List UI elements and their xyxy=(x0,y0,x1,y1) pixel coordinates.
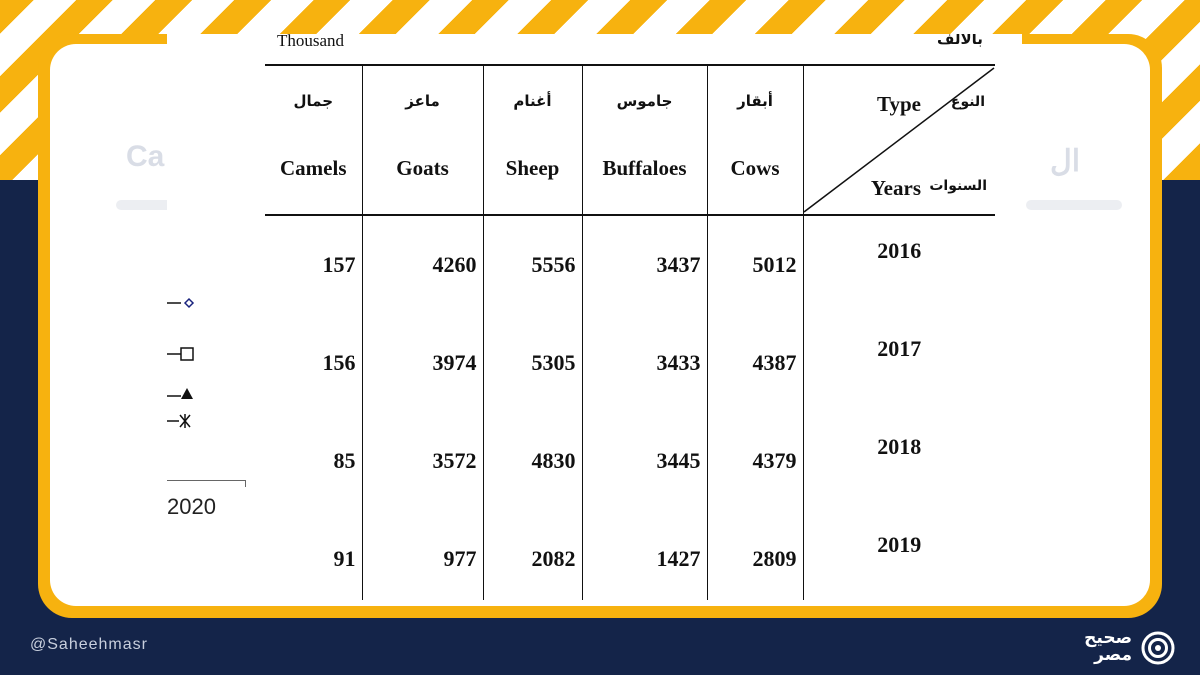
cell-camels: 85 xyxy=(333,448,356,473)
cell-sheep: 5556 xyxy=(482,215,582,314)
chart-axis-line xyxy=(167,480,245,481)
cell-sheep: 4830 xyxy=(482,412,582,510)
column-header-buffaloes: جاموس Buffaloes xyxy=(581,64,707,216)
column-header-ar: جمال xyxy=(293,92,333,110)
column-header-en: Goats xyxy=(396,156,449,180)
column-header-ar: جاموس xyxy=(616,92,673,110)
chart-axis-year-label: 2020 xyxy=(167,494,216,519)
cell-year: 2016 xyxy=(802,215,995,314)
column-header-en: Sheep xyxy=(505,156,560,180)
column-header-camels: جمال Camels xyxy=(265,64,362,216)
column-header-cows: أبقار Cows xyxy=(706,64,803,216)
chart-axis-tick xyxy=(245,480,246,487)
cell-sheep: 2082 xyxy=(482,510,582,600)
cell-camels: 156 xyxy=(322,350,356,375)
background-ghost-line xyxy=(116,200,212,210)
cell-year: 2018 xyxy=(802,412,995,510)
cell-sheep: 5305 xyxy=(482,314,582,412)
column-header-ar: أبقار xyxy=(737,92,773,110)
column-header-en: Cows xyxy=(730,156,780,180)
table-row: 156 3974 5305 3433 4387 2017 xyxy=(265,314,995,412)
column-header-sheep: أغنام Sheep xyxy=(482,64,582,216)
cell-year: 2017 xyxy=(802,314,995,412)
column-header-ar: أغنام xyxy=(513,92,552,110)
table-header-row: جمال Camels ماعز Goats أغنام Sheep جاموس… xyxy=(265,64,995,216)
corner-type-ar: النوع xyxy=(950,94,985,110)
background-ghost-text-left: Ca xyxy=(126,140,165,173)
cell-camels: 91 xyxy=(333,546,356,571)
cell-camels: 157 xyxy=(322,252,356,277)
corner-years-ar: السنوات xyxy=(929,178,987,194)
cell-goats: 3974 xyxy=(361,314,483,412)
square-marker-icon xyxy=(167,347,194,361)
table-row: 91 977 2082 1427 2809 2019 xyxy=(265,510,995,600)
logo-text-line1: صحيح xyxy=(1084,628,1132,648)
diamond-marker-icon xyxy=(167,297,195,309)
unit-label-en: Thousand xyxy=(277,34,345,50)
unit-label-ar: بالألف xyxy=(937,34,983,48)
column-header-en: Buffaloes xyxy=(602,156,687,180)
cell-cows: 4379 xyxy=(706,412,803,510)
corner-header-cell: Type النوع Years السنوات xyxy=(802,64,995,216)
triangle-marker-icon xyxy=(167,388,193,399)
brand-logo: صحيح مصر xyxy=(1082,628,1182,672)
cell-cows: 4387 xyxy=(706,314,803,412)
cell-buffaloes: 3437 xyxy=(581,215,707,314)
corner-years-en: Years xyxy=(870,176,921,200)
diagonal-divider-icon xyxy=(803,67,994,213)
social-handle[interactable]: @Saheehmasr xyxy=(30,636,148,653)
cell-goats: 4260 xyxy=(361,215,483,314)
cell-buffaloes: 3433 xyxy=(581,314,707,412)
table-document: Thousand بالألف 2020 جمال Camels xyxy=(167,34,1022,600)
cell-buffaloes: 3445 xyxy=(581,412,707,510)
corner-type-en: Type xyxy=(877,92,921,116)
cell-buffaloes: 1427 xyxy=(581,510,707,600)
cell-cows: 5012 xyxy=(706,215,803,314)
cell-cows: 2809 xyxy=(706,510,803,600)
target-logo-icon xyxy=(1141,631,1175,665)
logo-text: صحيح مصر xyxy=(1082,630,1132,664)
logo-text-line2: مصر xyxy=(1094,645,1132,665)
asterisk-marker-icon xyxy=(167,414,191,428)
background-ghost-text-right: ال xyxy=(1050,145,1081,178)
cell-year: 2019 xyxy=(802,510,995,600)
cell-goats: 977 xyxy=(361,510,483,600)
column-header-ar: ماعز xyxy=(405,92,440,110)
background-ghost-line xyxy=(1026,200,1122,210)
livestock-table: جمال Camels ماعز Goats أغنام Sheep جاموس… xyxy=(265,64,995,600)
cell-goats: 3572 xyxy=(361,412,483,510)
column-header-en: Camels xyxy=(280,156,347,180)
column-header-goats: ماعز Goats xyxy=(361,64,483,216)
table-row: 157 4260 5556 3437 5012 2016 xyxy=(265,215,995,314)
table-row: 85 3572 4830 3445 4379 2018 xyxy=(265,412,995,510)
